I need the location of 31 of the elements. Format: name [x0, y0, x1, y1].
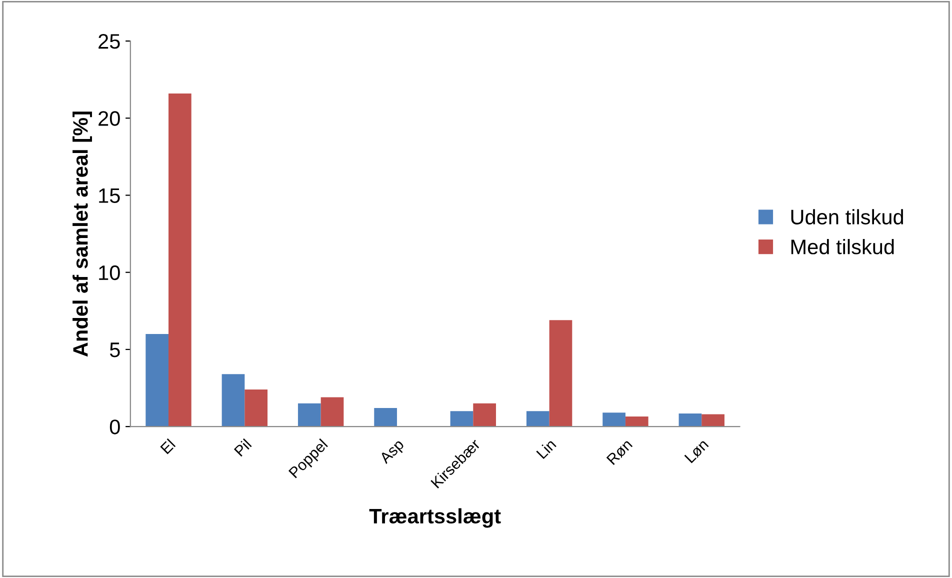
bar: [602, 412, 626, 427]
bar: [244, 390, 268, 427]
bar: [168, 93, 192, 427]
y-tick-label: 20: [98, 111, 120, 126]
bar: [473, 403, 496, 427]
x-tick-label: El: [160, 438, 176, 454]
y-axis-title: Andel af samlet areal [%]: [72, 112, 92, 357]
x-tick-label: Løn: [684, 438, 709, 464]
bar: [374, 408, 397, 427]
bar: [678, 413, 702, 427]
y-tick-label: 15: [99, 188, 120, 203]
bar: [146, 334, 169, 427]
bar: [450, 411, 474, 427]
bar: [526, 411, 550, 427]
x-tick-label: Asp: [378, 438, 407, 466]
bar: [298, 403, 321, 427]
bar: [702, 414, 724, 427]
x-tick-label: Pil: [234, 438, 252, 457]
y-tick-label: 0: [110, 420, 120, 434]
y-tick-label: 10: [99, 265, 120, 280]
x-tick-label: Røn: [606, 438, 633, 466]
legend-label: Med tilskud: [791, 239, 894, 254]
bar: [625, 416, 648, 427]
bar: [222, 374, 245, 427]
bar: [320, 397, 344, 427]
bar: [549, 320, 572, 427]
y-tick-label: 5: [110, 342, 120, 358]
x-axis-title: Træartsslægt: [369, 508, 501, 528]
legend-label: Uden tilskud: [791, 209, 904, 224]
x-tick-label: Lin: [536, 438, 556, 460]
y-tick-label: 25: [98, 34, 120, 49]
